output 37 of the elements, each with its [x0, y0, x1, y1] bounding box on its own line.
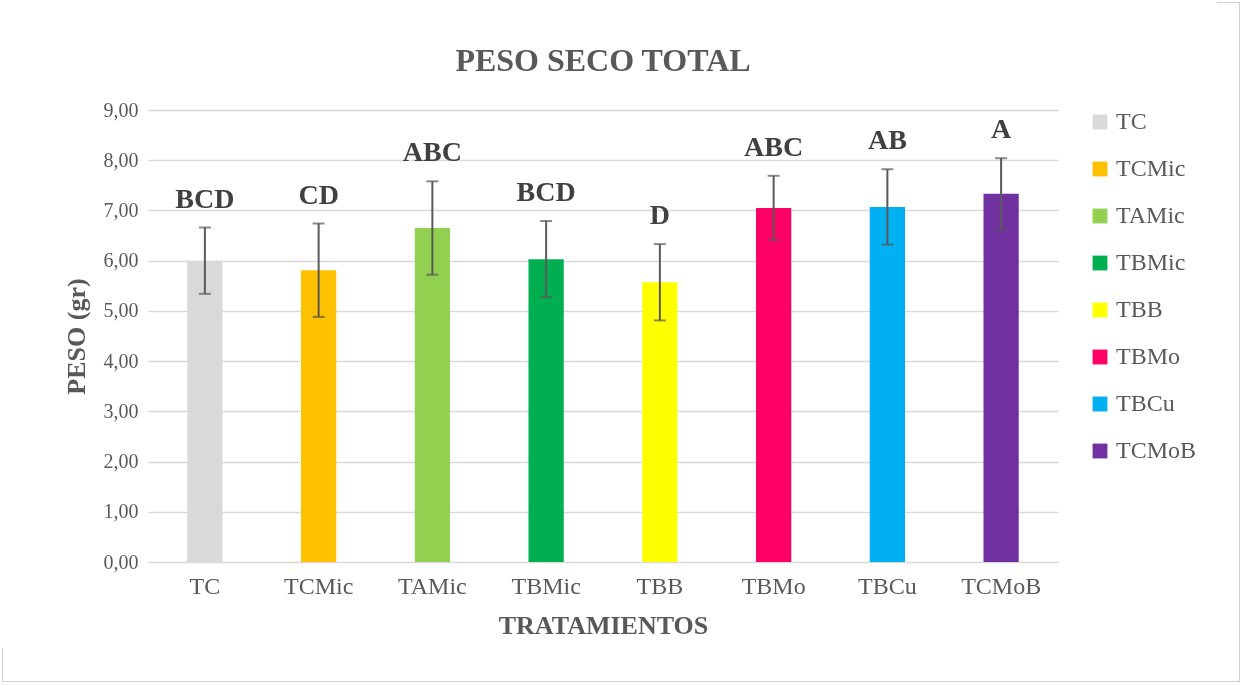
category-label: TBMic	[1116, 249, 1186, 275]
annotation: A	[991, 113, 1013, 145]
y-tick-label: 1,00	[103, 500, 139, 523]
y-tick-label: 4,00	[103, 349, 139, 372]
annotation: ABC	[402, 136, 462, 168]
x-tick-label: TBB	[636, 572, 684, 599]
x-axis-title: TRATAMIENTOS	[498, 610, 709, 640]
category-label: TBCu	[1116, 390, 1175, 416]
y-tick-label: 6,00	[103, 249, 139, 272]
x-tick-label: TCMoB	[961, 572, 1042, 599]
chart-title: PESO SECO TOTAL	[455, 42, 751, 78]
annotation: CD	[298, 178, 339, 210]
annotation: AB	[867, 124, 907, 156]
y-tick-label: 5,00	[103, 299, 139, 322]
y-tick-label: 2,00	[103, 450, 139, 473]
x-tick-label: TAMic	[398, 572, 467, 599]
x-tick-label: TC	[189, 572, 221, 599]
category-label: TCMic	[1116, 155, 1186, 181]
y-tick-label: 0,00	[103, 550, 139, 573]
y-tick-label: 7,00	[103, 198, 139, 221]
y-axis-title: PESO (gr)	[61, 278, 91, 395]
annotation: BCD	[516, 175, 576, 207]
annotation: D	[649, 199, 670, 231]
category-label: TAMic	[1116, 202, 1185, 228]
y-tick-label: 3,00	[103, 399, 139, 422]
x-tick-label: TBCu	[858, 572, 917, 599]
category-label: TBB	[1116, 296, 1163, 322]
x-tick-label: TBMic	[511, 572, 581, 599]
y-tick-label: 9,00	[103, 98, 139, 121]
y-tick-label: 8,00	[103, 148, 139, 171]
annotation: ABC	[744, 130, 804, 162]
category-label: TBMo	[1116, 343, 1181, 369]
category-label: TCMoB	[1116, 437, 1197, 463]
x-tick-label: TBMo	[741, 572, 806, 599]
annotation: BCD	[175, 182, 235, 214]
category-label: TC	[1116, 108, 1147, 134]
x-tick-label: TCMic	[283, 572, 354, 599]
